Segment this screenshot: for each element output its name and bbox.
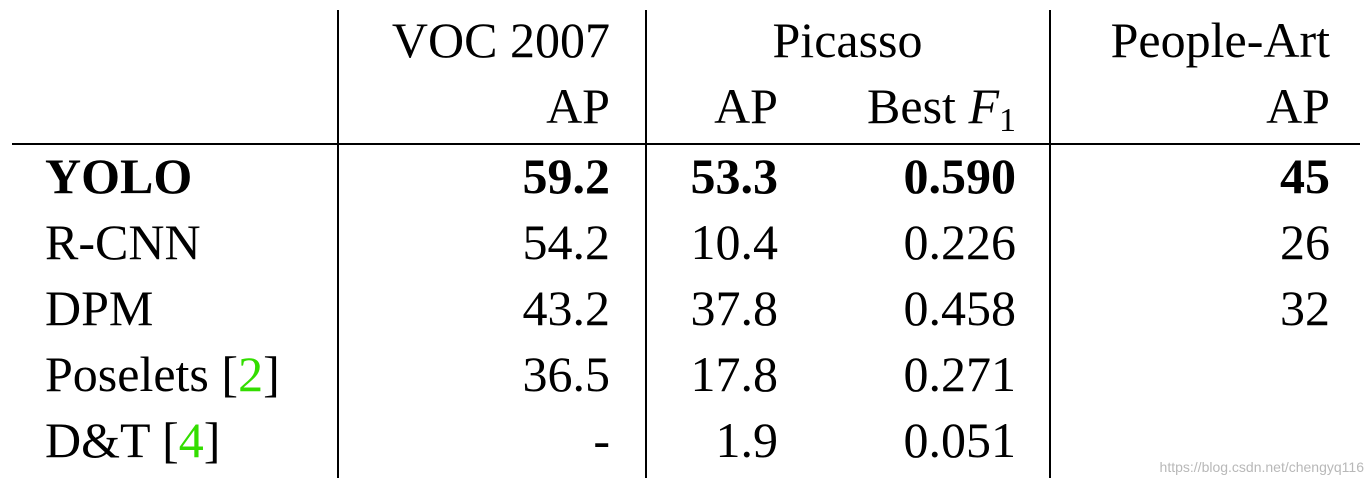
picasso-f1-cell: 0.226 <box>903 214 1017 270</box>
picasso-ap-cell: 1.9 <box>715 412 779 468</box>
header-rule <box>12 143 1360 145</box>
picasso-ap-cell: 53.3 <box>690 148 779 204</box>
column-divider-peopleart <box>1049 10 1051 478</box>
column-divider-voc <box>337 10 339 478</box>
header-picasso-ap: AP <box>714 78 778 134</box>
header-picasso: Picasso <box>772 12 923 68</box>
peopleart-ap-cell: 26 <box>1280 214 1330 270</box>
peopleart-ap-cell: 45 <box>1280 148 1330 204</box>
picasso-f1-cell: 0.590 <box>903 148 1017 204</box>
method-name: YOLO <box>45 148 193 204</box>
voc-ap-cell: 43.2 <box>522 280 611 336</box>
header-peopleart: People-Art <box>1110 12 1330 68</box>
picasso-f1-cell: 0.458 <box>903 280 1017 336</box>
picasso-ap-cell: 17.8 <box>690 346 779 402</box>
header-peopleart-ap: AP <box>1266 78 1330 134</box>
picasso-ap-cell: 37.8 <box>690 280 779 336</box>
method-name: Poselets <box>45 346 209 402</box>
watermark: https://blog.csdn.net/chengyq116 <box>1159 459 1364 475</box>
picasso-f1-cell: 0.051 <box>903 412 1017 468</box>
citation-link[interactable]: 4 <box>178 412 204 468</box>
f-subscript: 1 <box>999 102 1016 139</box>
voc-ap-cell: 59.2 <box>522 148 611 204</box>
peopleart-ap-cell <box>1055 344 1330 404</box>
method-cell: Poselets [2] <box>45 346 280 402</box>
voc-ap-cell: - <box>593 412 610 468</box>
voc-ap-cell: 36.5 <box>522 346 611 402</box>
header-voc-ap: AP <box>546 78 610 134</box>
method-name: D&T <box>45 412 150 468</box>
picasso-ap-cell: 10.4 <box>690 214 779 270</box>
header-picasso-best-f1: Best F1 <box>780 76 1016 139</box>
method-name: R-CNN <box>45 214 201 270</box>
citation-link[interactable]: 2 <box>238 346 264 402</box>
column-divider-picasso <box>645 10 647 478</box>
method-cell: R-CNN <box>45 212 330 272</box>
f-letter: F <box>968 78 999 134</box>
header-voc: VOC 2007 <box>391 12 610 68</box>
method-cell: D&T [4] <box>45 412 221 468</box>
peopleart-ap-cell: 32 <box>1280 280 1330 336</box>
picasso-f1-cell: 0.271 <box>903 346 1017 402</box>
method-cell: DPM <box>45 278 330 338</box>
voc-ap-cell: 54.2 <box>522 214 611 270</box>
best-prefix: Best <box>867 78 956 134</box>
method-cell: YOLO <box>45 146 330 206</box>
f1-symbol: F1 <box>968 78 1016 139</box>
method-name: DPM <box>45 280 154 336</box>
